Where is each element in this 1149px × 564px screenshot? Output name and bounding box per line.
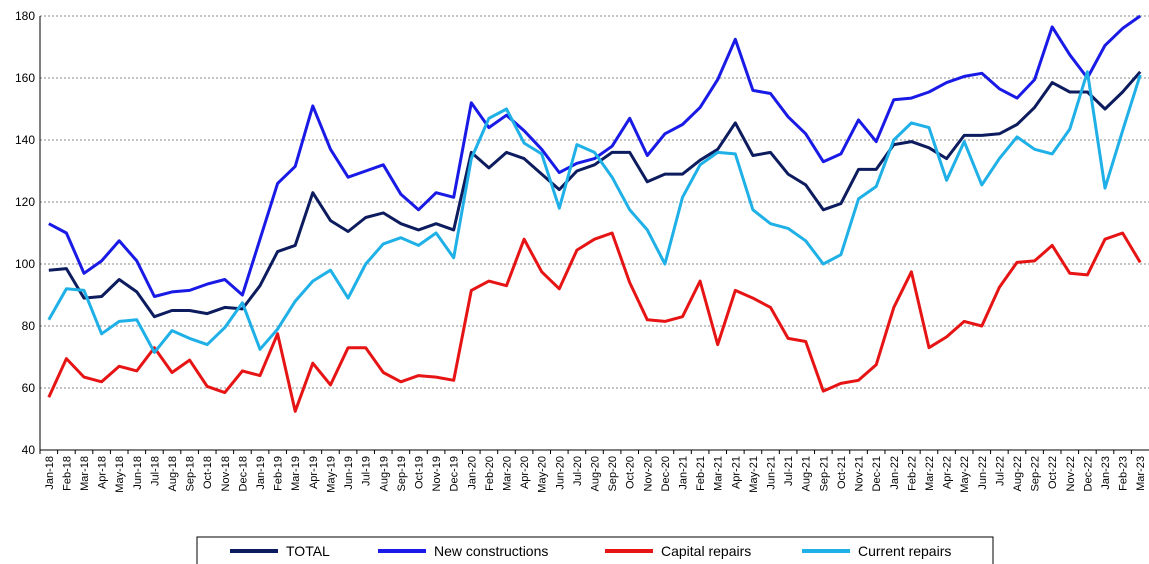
y-tick-label: 40 [22, 443, 36, 457]
x-tick-label: Jul-20 [572, 456, 584, 486]
x-tick-label: Nov-20 [642, 456, 654, 491]
x-tick-label: Mar-21 [713, 456, 725, 491]
x-tick-label: Aug-21 [801, 456, 813, 491]
x-tick-label: Oct-19 [413, 456, 425, 489]
x-tick-label: Sep-20 [607, 456, 619, 491]
x-tick-label: Oct-18 [202, 456, 214, 489]
x-tick-label: Feb-20 [484, 456, 496, 491]
x-tick-label: Mar-18 [79, 456, 91, 491]
x-tick-label: Sep-18 [185, 456, 197, 491]
x-tick-label: Apr-20 [519, 456, 531, 489]
x-tick-label: Jul-21 [783, 456, 795, 486]
x-tick-label: May-19 [325, 456, 337, 493]
y-tick-label: 120 [15, 195, 35, 209]
x-tick-label: Jun-21 [766, 456, 778, 490]
x-tick-label: Jan-21 [678, 456, 690, 490]
x-tick-label: Nov-22 [1065, 456, 1077, 491]
x-tick-label: Jan-22 [889, 456, 901, 490]
x-tick-label: Aug-22 [1012, 456, 1024, 491]
x-tick-label: Sep-22 [1030, 456, 1042, 491]
x-tick-label: Jul-22 [994, 456, 1006, 486]
x-tick-label: Feb-19 [273, 456, 285, 491]
x-tick-label: Oct-20 [625, 456, 637, 489]
y-tick-label: 80 [22, 319, 36, 333]
x-tick-label: Mar-23 [1135, 456, 1147, 491]
x-tick-label: Mar-20 [501, 456, 513, 491]
x-tick-label: Sep-21 [818, 456, 830, 491]
x-tick-label: Dec-20 [660, 456, 672, 491]
x-tick-label: Nov-21 [854, 456, 866, 491]
y-tick-label: 160 [15, 71, 35, 85]
x-tick-label: Dec-22 [1082, 456, 1094, 491]
x-tick-label: Aug-19 [378, 456, 390, 491]
x-tick-label: May-18 [114, 456, 126, 493]
x-tick-label: Apr-22 [942, 456, 954, 489]
legend-label: Current repairs [858, 543, 951, 559]
x-tick-label: Nov-19 [431, 456, 443, 491]
x-tick-label: Apr-18 [97, 456, 109, 489]
x-tick-label: Jun-22 [977, 456, 989, 490]
x-tick-label: Jul-19 [361, 456, 373, 486]
legend-label: New constructions [434, 543, 548, 559]
x-tick-label: Jul-18 [149, 456, 161, 486]
x-tick-label: May-20 [537, 456, 549, 493]
legend-label: TOTAL [286, 543, 330, 559]
series-line [48, 70, 1142, 319]
y-tick-label: 180 [15, 9, 35, 23]
x-tick-label: Sep-19 [396, 456, 408, 491]
x-tick-label: Jan-19 [255, 456, 267, 490]
x-tick-label: Oct-22 [1047, 456, 1059, 489]
x-tick-label: Feb-22 [906, 456, 918, 491]
x-tick-label: Oct-21 [836, 456, 848, 489]
x-tick-label: Apr-21 [730, 456, 742, 489]
x-tick-label: Mar-22 [924, 456, 936, 491]
series-line [47, 70, 1142, 354]
x-tick-label: Jun-18 [132, 456, 144, 490]
y-tick-label: 60 [22, 381, 36, 395]
x-tick-label: Nov-18 [220, 456, 232, 491]
legend-label: Capital repairs [661, 543, 751, 559]
x-tick-label: Apr-19 [308, 456, 320, 489]
y-tick-label: 100 [15, 257, 35, 271]
series-line [48, 14, 1142, 298]
legend-box [196, 536, 994, 564]
x-tick-label: Dec-21 [871, 456, 883, 491]
x-tick-label: Dec-19 [449, 456, 461, 491]
x-tick-label: Feb-18 [61, 456, 73, 491]
x-tick-label: May-22 [959, 456, 971, 493]
x-tick-label: Jan-18 [44, 456, 56, 490]
x-tick-label: Aug-18 [167, 456, 179, 491]
y-tick-label: 140 [15, 133, 35, 147]
x-tick-label: May-21 [748, 456, 760, 493]
x-tick-label: Jan-20 [466, 456, 478, 490]
x-tick-label: Jan-23 [1100, 456, 1112, 490]
x-tick-label: Aug-20 [590, 456, 602, 491]
series-line [47, 231, 1142, 413]
x-tick-label: Jun-19 [343, 456, 355, 490]
x-tick-label: Feb-21 [695, 456, 707, 491]
x-tick-label: Dec-18 [237, 456, 249, 491]
x-tick-label: Feb-23 [1118, 456, 1130, 491]
x-tick-label: Mar-19 [290, 456, 302, 491]
x-tick-label: Jun-20 [554, 456, 566, 490]
